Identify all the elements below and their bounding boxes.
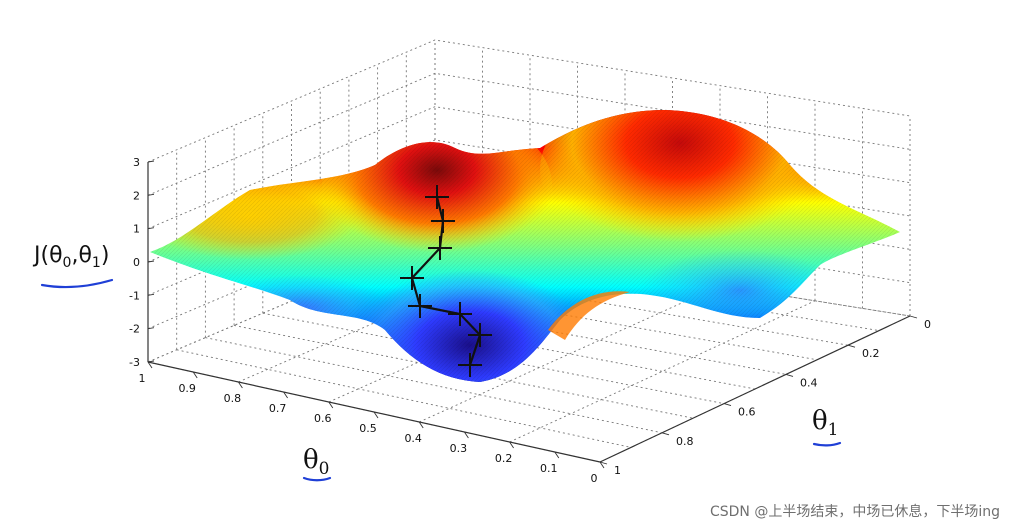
z-tick-label: 3: [133, 156, 140, 169]
descent-step-marker: [458, 353, 482, 377]
z-axis-label: J(θ0,θ1): [32, 243, 114, 289]
descent-step-marker: [428, 236, 452, 260]
svg-text:θ0: θ0: [303, 445, 329, 479]
z-tick-label: -2: [129, 323, 140, 336]
svg-text:θ1: θ1: [812, 406, 838, 440]
descent-step-marker: [468, 323, 492, 347]
theta0-tick-label: 0.7: [269, 402, 287, 415]
z-tick-label: 2: [133, 189, 140, 202]
theta0-axis-label: θ0: [302, 445, 332, 482]
gradient-descent-path: [400, 185, 492, 377]
theta1-tick-label: 0.6: [738, 406, 756, 419]
descent-step-marker: [425, 185, 449, 209]
theta1-tick-label: 0: [924, 318, 931, 331]
descent-step-marker: [431, 209, 455, 233]
theta1-axis-label: θ1: [812, 406, 842, 447]
z-tick-label: -1: [129, 289, 140, 302]
theta0-tick-label: 0.3: [450, 442, 468, 455]
z-tick-label: 0: [133, 256, 140, 269]
theta1-tick-label: 0.2: [862, 347, 880, 360]
theta0-tick-label: 0.4: [404, 432, 422, 445]
theta1-tick-label: 0.4: [800, 376, 818, 389]
theta1-tick-label: 0.8: [676, 435, 694, 448]
theta0-tick-label: 0.2: [495, 452, 513, 465]
theta0-tick-label: 0.8: [224, 392, 242, 405]
descent-step-marker: [400, 266, 424, 290]
theta1-axis-ticks: 0 0.2 0.4 0.6 0.8 1: [614, 318, 931, 477]
theta1-tick-label: 1: [614, 464, 621, 477]
theta0-axis-ticks: 1 0.9 0.8 0.7 0.6 0.5 0.4 0.3 0.2 0.1 0: [139, 372, 598, 485]
z-axis-ticks: 3 2 1 0 -1 -2 -3: [129, 156, 140, 369]
theta0-tick-label: 1: [139, 372, 146, 385]
watermark: CSDN @上半场结束，中场已休息，下半场ing: [710, 503, 1000, 520]
theta0-tick-label: 0.6: [314, 412, 332, 425]
descent-step-marker: [448, 302, 472, 326]
theta0-tick-label: 0: [591, 472, 598, 485]
z-tick-label: 1: [133, 223, 140, 236]
z-tick-label: -3: [129, 356, 140, 369]
svg-text:J(θ0,θ1): J(θ0,θ1): [32, 243, 109, 271]
theta0-tick-label: 0.5: [359, 422, 377, 435]
theta0-tick-label: 0.1: [540, 462, 558, 475]
descent-step-marker: [408, 294, 432, 318]
theta0-tick-label: 0.9: [178, 382, 196, 395]
